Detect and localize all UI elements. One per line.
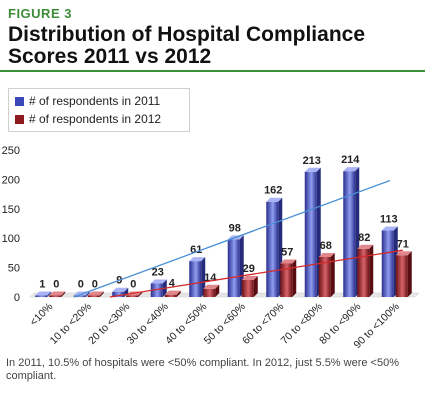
bar-2012-top (318, 253, 335, 258)
data-label-2012: 4 (169, 278, 176, 290)
data-label-2012: 0 (92, 279, 98, 291)
bar-2012-top (87, 291, 104, 296)
bar-2011-top (304, 167, 321, 172)
bar-2012 (241, 279, 254, 297)
bar-2012-side (138, 291, 143, 297)
legend-swatch-2012 (15, 114, 24, 124)
y-tick-label: 250 (2, 145, 20, 157)
bar-2011-top (189, 257, 206, 262)
bar-2012 (126, 295, 139, 297)
data-label-2011: 214 (341, 154, 360, 166)
bar-2011-side (201, 257, 206, 297)
bar-2011 (304, 171, 317, 297)
bar-2011-top (112, 287, 129, 292)
bar-2011 (343, 171, 356, 297)
data-label-2012: 29 (243, 263, 255, 275)
title-rule (0, 70, 425, 72)
bar-2012-side (215, 284, 220, 297)
data-label-2011: 98 (229, 222, 241, 234)
bar-2011-side (47, 291, 52, 297)
bar-2011 (112, 291, 125, 297)
legend-item-2011: # of respondents in 2011 (15, 94, 160, 108)
data-label-2012: 71 (397, 238, 409, 250)
bar-2011 (35, 295, 48, 297)
bar-2011 (150, 283, 163, 297)
bar-2012-top (164, 290, 181, 295)
bar-2012-top (357, 244, 374, 249)
y-tick-label: 100 (2, 233, 20, 245)
y-tick-label: 50 (8, 263, 20, 275)
bar-2011 (381, 230, 394, 297)
bar-2012-side (176, 290, 181, 297)
bar-2012 (280, 263, 293, 297)
bar-2012 (357, 248, 370, 297)
legend-label-2012: # of respondents in 2012 (29, 112, 162, 126)
x-tick-label: <10% (28, 301, 56, 329)
bar-2012-side (61, 291, 66, 297)
bar-2011 (189, 261, 202, 297)
data-label-2011: 213 (303, 155, 321, 167)
bar-2012-side (369, 244, 374, 297)
bar-2012 (318, 257, 331, 297)
trendline-2012 (109, 249, 403, 298)
bar-2011-top (150, 279, 167, 284)
bar-2012 (203, 288, 216, 297)
data-label-2011: 113 (380, 214, 398, 226)
y-tick-label: 150 (2, 204, 20, 216)
trendline-2011 (73, 179, 390, 298)
y-tick-label: 0 (14, 292, 20, 304)
bar-2012-side (99, 291, 104, 297)
legend-label-2011: # of respondents in 2011 (29, 94, 161, 108)
bar-2011-top (35, 291, 52, 296)
bar-2012 (395, 255, 408, 297)
bar-2011-top (381, 226, 398, 231)
legend: # of respondents in 2011 # of respondent… (8, 88, 190, 132)
bar-2011-side (85, 291, 90, 297)
data-label-2011: 162 (264, 185, 282, 197)
bar-2012 (87, 295, 100, 297)
bar-2012-top (280, 259, 297, 264)
data-label-2012: 0 (53, 279, 59, 291)
bar-2012 (164, 294, 177, 297)
data-label-2011: 1 (39, 279, 45, 291)
bar-2011-top (266, 197, 283, 202)
legend-item-2012: # of respondents in 2012 (15, 112, 161, 126)
legend-swatch-2011 (15, 96, 24, 106)
data-label-2012: 82 (358, 232, 370, 244)
bar-2012-top (49, 291, 66, 296)
footnote: In 2011, 10.5% of hospitals were <50% co… (6, 357, 399, 382)
data-label-2012: 68 (320, 240, 332, 252)
bar-2012-top (241, 275, 258, 280)
bar-2011-top (343, 167, 360, 172)
figure-label: FIGURE 3 (8, 6, 72, 21)
y-tick-label: 200 (2, 174, 20, 186)
chart-title: Distribution of Hospital Compliance Scor… (8, 23, 366, 68)
bar-2012-top (395, 251, 412, 256)
bar-2012-side (407, 251, 412, 297)
bar-2011 (73, 295, 86, 297)
data-label-2011: 23 (152, 266, 164, 278)
bar-2012-side (292, 259, 297, 297)
bar-2012 (49, 295, 62, 297)
bar-2011 (266, 201, 279, 297)
data-label-2011: 0 (78, 279, 84, 291)
data-label-2012: 0 (130, 279, 136, 291)
bar-2012-top (203, 284, 220, 289)
bar-2012-side (330, 253, 335, 297)
bar-2012-side (253, 275, 258, 297)
data-label-2012: 57 (281, 246, 293, 258)
bar-2011 (227, 239, 240, 297)
